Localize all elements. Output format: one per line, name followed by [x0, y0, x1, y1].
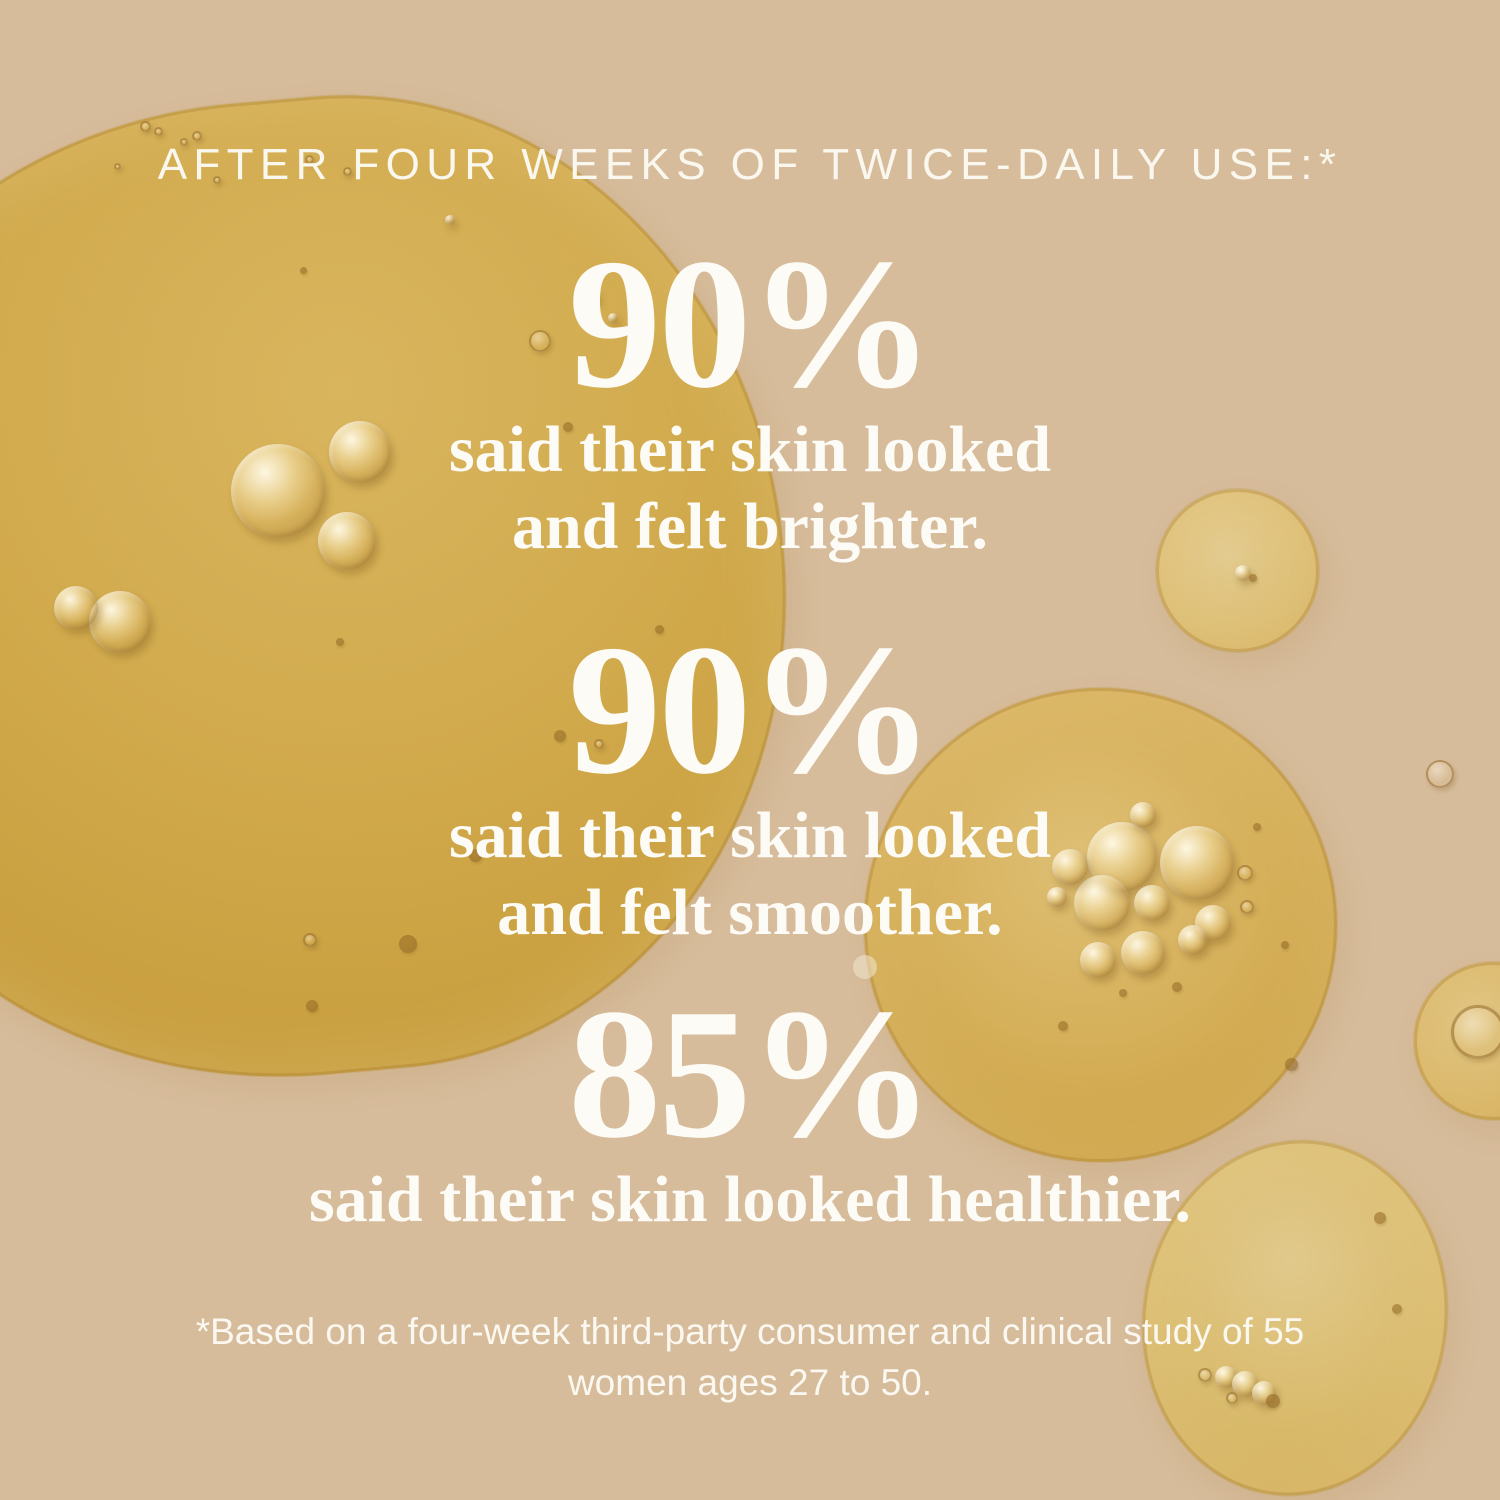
oil-bubble [154, 127, 163, 136]
oil-bubble [1198, 1368, 1212, 1382]
oil-bubble [1215, 1366, 1237, 1388]
oil-bubble [329, 421, 391, 483]
oil-bubble [585, 289, 599, 303]
stat-line: said their skin looked [448, 412, 1052, 486]
stat-block-brighter: 90% said their skin looked and felt brig… [0, 221, 1500, 565]
headline: AFTER FOUR WEEKS OF TWICE-DAILY USE:* [157, 140, 1343, 189]
stat-value: 90% [568, 221, 934, 427]
oil-speck [469, 849, 482, 862]
oil-bubble [1178, 925, 1208, 955]
oil-bubble [1451, 1005, 1500, 1059]
oil-speck [1266, 1394, 1280, 1408]
stat-line: said their skin looked [448, 798, 1052, 872]
oil-bubble [1080, 942, 1116, 978]
oil-speck [853, 955, 877, 979]
footnote-line: *Based on a four-week third-party consum… [195, 1311, 1305, 1352]
oil-bubble [318, 512, 376, 570]
oil-bubble [343, 167, 352, 176]
stat-value: 90% [568, 607, 934, 813]
oil-speck [1058, 1021, 1068, 1031]
oil-bubble [140, 121, 151, 132]
oil-bubble [305, 155, 314, 164]
oil-bubble [1426, 760, 1454, 788]
footnote-line: women ages 27 to 50. [567, 1362, 933, 1404]
oil-bubble [114, 163, 121, 170]
oil-bubble [1134, 885, 1170, 921]
oil-bubble [529, 330, 551, 352]
oil-bubble [89, 591, 151, 653]
oil-speck [300, 267, 307, 274]
oil-bubble [445, 215, 455, 225]
oil-speck [306, 1000, 318, 1012]
oil-bubble [213, 176, 221, 184]
oil-bubble [594, 739, 604, 749]
oil-bubble [1235, 565, 1251, 581]
stat-block-smoother: 90% said their skin looked and felt smoo… [0, 607, 1500, 951]
oil-bubble [1047, 887, 1067, 907]
oil-speck [1172, 982, 1182, 992]
stat-line: and felt brighter. [511, 490, 989, 564]
oil-bubble [303, 933, 317, 947]
oil-speck [655, 625, 664, 634]
stat-line: said their skin looked healthier. [308, 1162, 1191, 1236]
oil-bubble [180, 138, 188, 146]
oil-speck [554, 730, 566, 742]
footnote: *Based on a four-week third-party consum… [0, 1306, 1500, 1408]
stat-line: and felt smoother. [497, 876, 1003, 950]
oil-speck [1249, 574, 1257, 582]
oil-bubble [1130, 802, 1156, 828]
oil-bubble [1160, 826, 1234, 900]
oil-speck [399, 935, 417, 953]
oil-speck [1285, 1058, 1298, 1071]
oil-speck [336, 638, 344, 646]
stat-block-healthier: 85% said their skin looked healthier. [0, 971, 1500, 1238]
oil-bubble [1052, 849, 1088, 885]
oil-speck [1253, 823, 1261, 831]
oil-bubble [1121, 931, 1165, 975]
oil-bubble [231, 444, 325, 538]
oil-bubble [192, 131, 202, 141]
oil-bubble [1074, 875, 1130, 931]
oil-bubble [1226, 1392, 1238, 1404]
oil-bubble [608, 313, 618, 323]
oil-speck [1119, 989, 1127, 997]
oil-speck [1281, 941, 1289, 949]
stat-value: 85% [568, 971, 934, 1177]
oil-bubble [54, 586, 98, 630]
oil-speck [563, 422, 573, 432]
oil-bubble [1237, 865, 1253, 881]
oil-speck [1374, 1212, 1386, 1224]
oil-speck [1392, 1304, 1402, 1314]
oil-bubble [1240, 900, 1254, 914]
